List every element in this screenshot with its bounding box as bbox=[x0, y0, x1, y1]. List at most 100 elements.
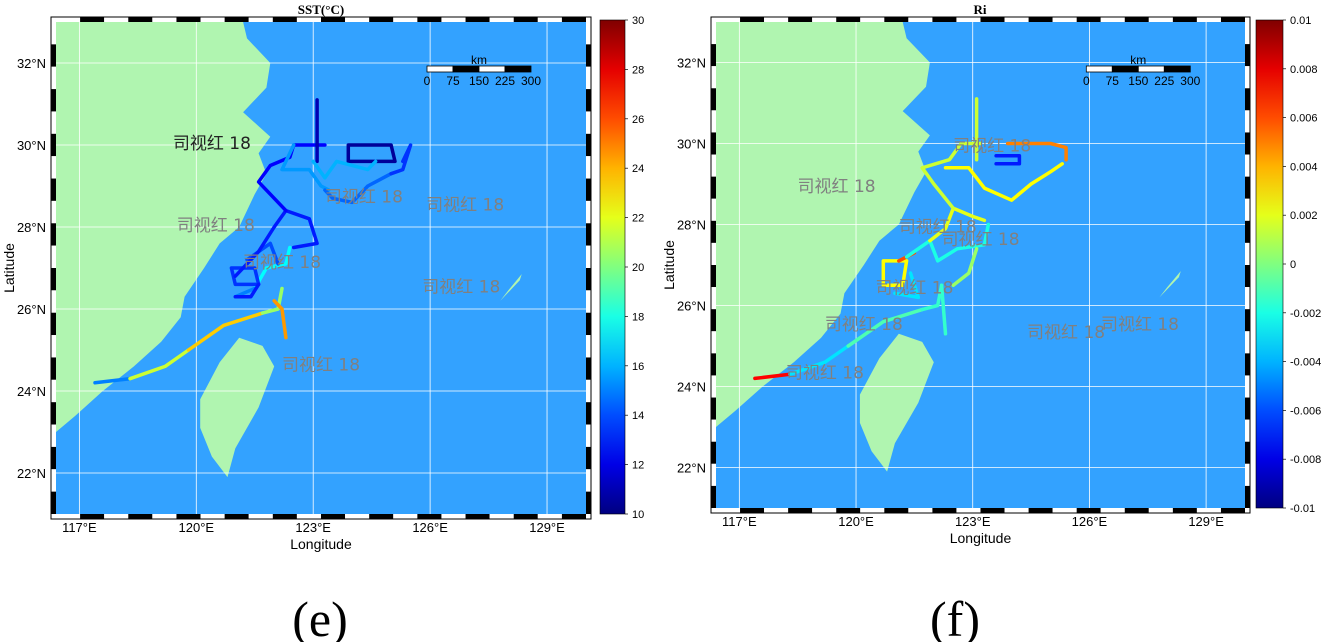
track-annotation: 司视红 18 bbox=[177, 216, 255, 236]
frame-segment bbox=[1245, 441, 1250, 464]
frame-segment bbox=[51, 312, 56, 336]
colorbar bbox=[1255, 19, 1284, 509]
frame-segment bbox=[537, 514, 562, 519]
frame-segment bbox=[465, 17, 490, 22]
colorbar-tick-label: 12 bbox=[632, 460, 644, 472]
frame-segment bbox=[586, 379, 591, 403]
frame-segment bbox=[51, 245, 56, 268]
y-tick-label: 32°N bbox=[677, 56, 706, 71]
frame-segment bbox=[711, 198, 716, 221]
scale-bar-label: 0 bbox=[1083, 74, 1090, 88]
y-tick-label: 28°N bbox=[17, 220, 46, 235]
ship-track bbox=[920, 141, 983, 211]
frame-segment bbox=[561, 17, 586, 22]
x-tick-label: 117°E bbox=[722, 514, 757, 529]
frame-segment bbox=[586, 335, 591, 358]
track-annotation: 司视红 18 bbox=[422, 278, 500, 298]
frame-segment bbox=[51, 223, 56, 246]
frame-segment bbox=[1148, 508, 1173, 513]
ship-track bbox=[233, 282, 261, 299]
scale-bar-label: 300 bbox=[1180, 74, 1200, 88]
frame-segment bbox=[272, 17, 297, 22]
frame-segment bbox=[1245, 220, 1250, 243]
ship-track bbox=[846, 307, 924, 348]
frame-border bbox=[710, 16, 1251, 514]
frame-segment bbox=[956, 508, 981, 513]
frame-segment bbox=[1245, 485, 1250, 508]
frame-segment bbox=[1245, 353, 1250, 376]
ship-track bbox=[256, 143, 327, 213]
ship-track bbox=[346, 143, 397, 164]
y-tick-label: 22°N bbox=[677, 461, 706, 476]
frame-segment bbox=[764, 508, 789, 513]
frame-segment bbox=[51, 379, 56, 403]
frame-segment bbox=[711, 397, 716, 420]
frame-segment bbox=[369, 514, 394, 519]
frame-segment bbox=[711, 419, 716, 442]
ship-track bbox=[788, 344, 850, 377]
frame-segment bbox=[176, 17, 201, 22]
frame-segment bbox=[836, 17, 861, 22]
ship-track bbox=[893, 271, 921, 300]
frame-segment bbox=[393, 514, 418, 519]
y-tick-label: 24°N bbox=[17, 384, 46, 399]
panel-caption: (f) bbox=[930, 591, 980, 642]
frame-segment bbox=[711, 331, 716, 354]
frame-segment bbox=[586, 156, 591, 179]
frame-segment bbox=[1100, 17, 1125, 22]
frame-segment bbox=[51, 156, 56, 179]
x-tick-label: 120°E bbox=[838, 514, 874, 529]
x-tick-label: 126°E bbox=[1072, 514, 1108, 529]
frame-segment bbox=[51, 469, 56, 492]
colorbar-tick-label: 16 bbox=[632, 361, 644, 373]
map-frame bbox=[710, 16, 1251, 514]
frame-segment bbox=[1124, 508, 1149, 513]
frame-segment bbox=[224, 514, 249, 519]
frame-segment bbox=[104, 514, 129, 519]
frame-segment bbox=[51, 66, 56, 90]
frame-segment bbox=[51, 402, 56, 425]
frame-segment bbox=[465, 514, 490, 519]
frame-segment bbox=[224, 17, 249, 22]
okinawa-island bbox=[500, 274, 522, 301]
frame-segment bbox=[586, 66, 591, 90]
frame-segment bbox=[51, 22, 56, 45]
frame-segment bbox=[80, 17, 105, 22]
track-annotation: 司视红 18 bbox=[426, 196, 504, 216]
frame-segment bbox=[884, 17, 909, 22]
frame-segment bbox=[51, 111, 56, 134]
ship-track bbox=[753, 372, 792, 381]
frame-segment bbox=[80, 514, 105, 519]
colorbar-tick-label: 18 bbox=[632, 311, 644, 323]
frame-segment bbox=[711, 44, 716, 67]
scale-bar-segment bbox=[426, 65, 454, 73]
ship-track bbox=[951, 247, 979, 288]
track-annotation: 司视红 18 bbox=[282, 356, 360, 376]
frame-segment bbox=[56, 514, 81, 519]
frame-segment bbox=[128, 17, 153, 22]
ship-track bbox=[260, 286, 284, 315]
frame-segment bbox=[716, 508, 741, 513]
frame-segment bbox=[200, 514, 225, 519]
frame-segment bbox=[586, 200, 591, 224]
scale-bar-label: 150 bbox=[469, 74, 489, 88]
frame-segment bbox=[836, 508, 861, 513]
track-annotation: 司视红 18 bbox=[798, 177, 876, 197]
ship-track bbox=[272, 299, 288, 340]
colorbar-tick-label: 0.01 bbox=[1290, 15, 1311, 27]
y-tick-label: 24°N bbox=[677, 380, 706, 395]
track-annotation: 司视红 18 bbox=[786, 363, 864, 383]
frame-segment bbox=[812, 17, 837, 22]
frame-segment bbox=[1245, 88, 1250, 111]
x-axis-label: Longitude bbox=[950, 530, 1012, 546]
frame-segment bbox=[884, 508, 909, 513]
frame-segment bbox=[711, 309, 716, 332]
frame-segment bbox=[1004, 17, 1029, 22]
frame-segment bbox=[932, 17, 957, 22]
ship-track bbox=[920, 283, 944, 312]
scale-bar-unit: km bbox=[471, 53, 487, 67]
frame-segment bbox=[716, 17, 741, 22]
